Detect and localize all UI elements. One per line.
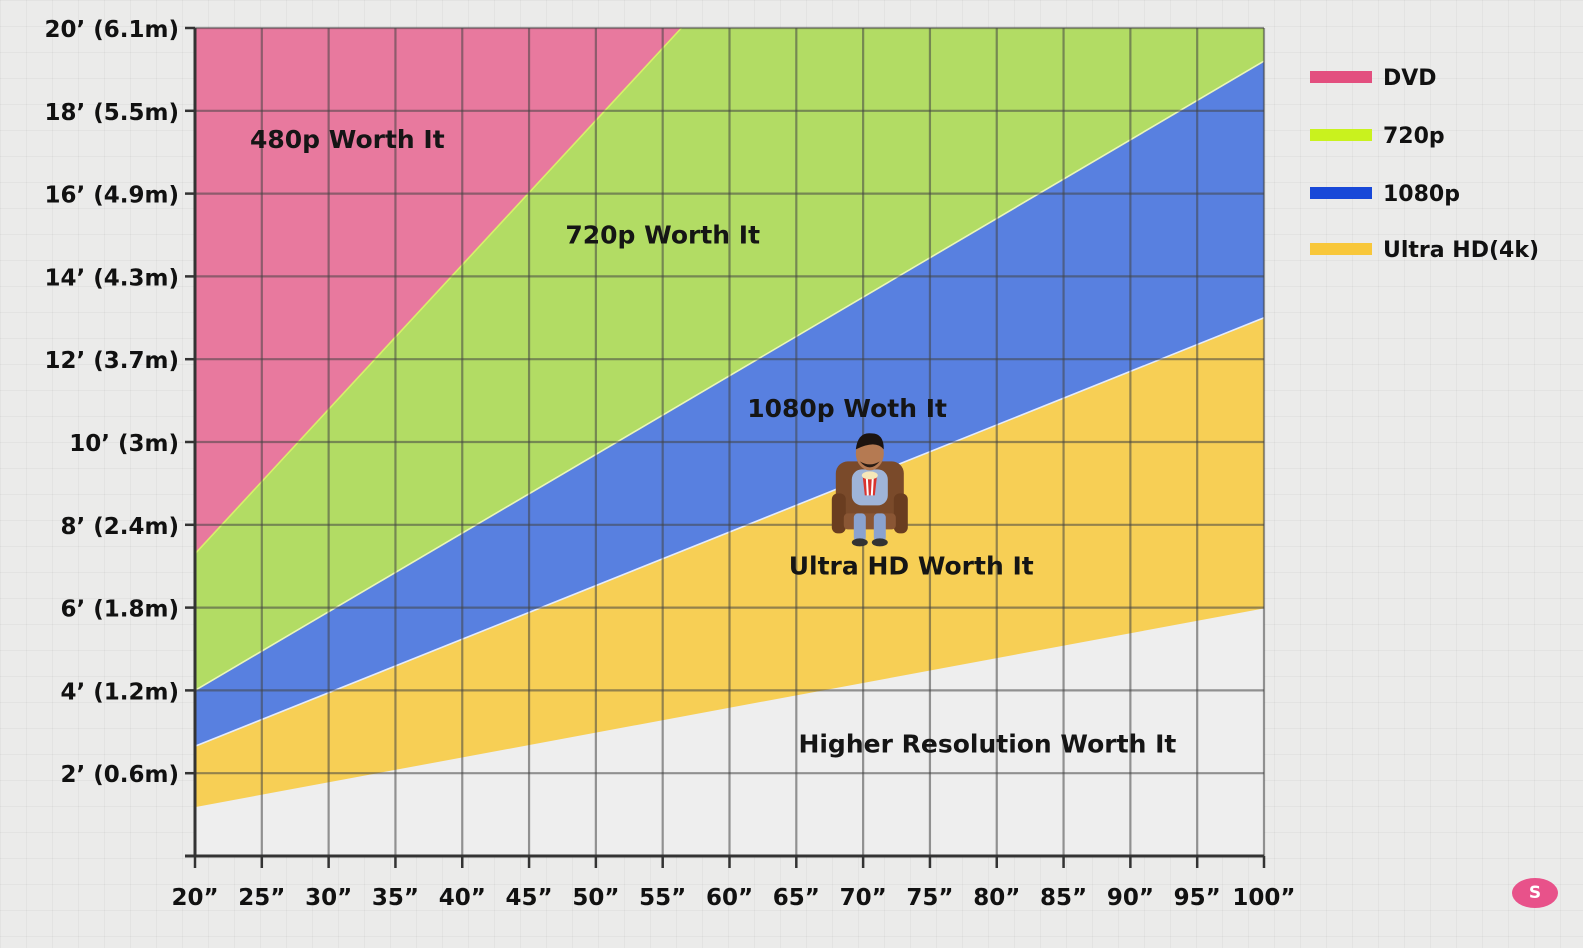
x-tick-label: 75” [906,885,953,911]
legend-swatch-dvd [1310,71,1372,83]
y-tick-label: 20’ (6.1m) [45,17,180,43]
person-shoe-right [871,538,888,547]
x-axis-ticks: 20” 25” 30” 35” 40” 45” 50” 55” 60” 65” 70” 75” 80” 8… [171,856,1296,911]
zone-label: Higher Resolution Worth It [798,730,1176,759]
y-tick-label: 4’ (1.2m) [61,679,179,705]
zone-label: 720p Worth It [565,220,760,249]
boundary-line-dvd [194,27,682,555]
y-tick-label: 2’ (0.6m) [61,762,179,788]
popcorn-bucket [862,477,877,496]
y-tick-label: 8’ (2.4m) [61,514,179,540]
person-on-couch-with-popcorn-icon [831,433,908,547]
x-tick-label: 80” [973,885,1020,911]
x-tick-label: 65” [773,885,820,911]
legend-label: 720p [1383,124,1445,149]
legend-label: DVD [1383,66,1437,91]
couch-seat [843,513,896,530]
y-tick-label: 10’ (3m) [69,431,179,457]
legend-label: 1080p [1383,182,1460,207]
chart-grid [195,26,1266,856]
couch-arm-right [893,493,908,534]
legend-label: Ultra HD(4k) [1383,238,1539,263]
legend-swatch-ultra-hd-4k- [1310,243,1372,255]
person-hair [855,433,884,450]
person-leg-right [873,513,886,542]
x-tick-label: 40” [439,885,486,911]
x-tick-label: 55” [639,885,686,911]
x-tick-label: 90” [1107,885,1154,911]
zone-label: Ultra HD Worth It [789,551,1034,580]
zone-labels: 480p Worth It 720p Worth It 1080p Woth It U… [250,125,1176,758]
person-beard [859,461,880,468]
popcorn-top [861,471,878,480]
person-leg-left [853,513,866,542]
couch-arm-left [831,493,846,534]
zone-label: 480p Worth It [250,125,445,154]
x-tick-label: 20” [171,885,218,911]
y-axis-ticks: 2’ (0.6m) 4’ (1.2m) 6’ (1.8m) 8’ (2.4m) 10’ … [45,17,195,788]
x-tick-label: 50” [572,885,619,911]
x-tick-label: 85” [1040,885,1087,911]
channel-badge[interactable]: S [1512,878,1558,908]
zone-label: 1080p Woth It [747,394,947,423]
x-tick-label: 60” [706,885,753,911]
legend-swatch-720p [1310,129,1372,141]
x-tick-label: 45” [506,885,553,911]
y-tick-label: 18’ (5.5m) [45,100,180,126]
x-tick-label: 100” [1232,885,1295,911]
x-tick-label: 35” [372,885,419,911]
legend-swatch-1080p [1310,187,1372,199]
y-tick-label: 16’ (4.9m) [45,183,180,209]
y-tick-label: 6’ (1.8m) [61,597,179,623]
person-shoe-left [851,538,868,547]
x-tick-label: 70” [840,885,887,911]
popcorn-stripes [865,477,874,496]
x-tick-label: 30” [305,885,352,911]
x-tick-label: 95” [1174,885,1221,911]
chart-legend: DVD 720p 1080p Ultra HD(4k) [1310,66,1539,263]
y-tick-label: 14’ (4.3m) [45,265,180,291]
viewer-figure [831,433,908,547]
y-tick-label: 12’ (3.7m) [45,348,180,374]
x-tick-label: 25” [238,885,285,911]
